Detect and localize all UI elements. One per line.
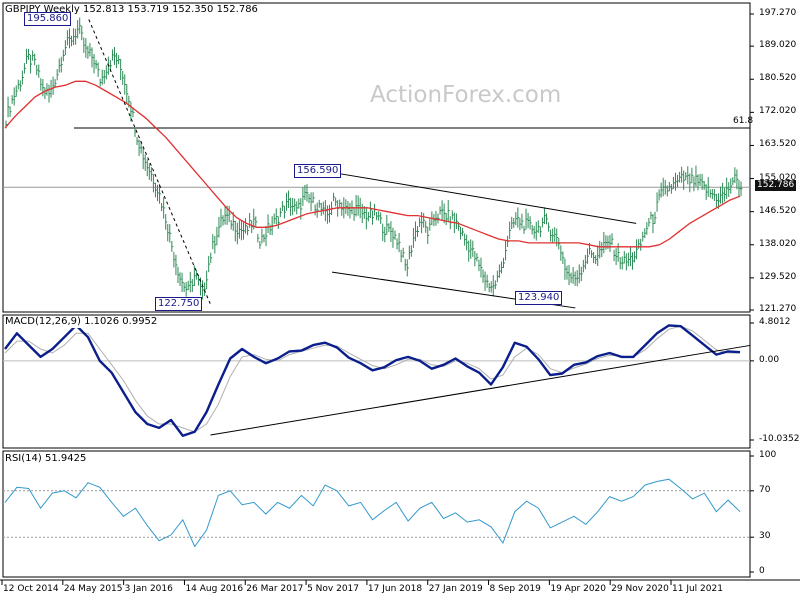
annotation-high: 195.860 <box>24 12 72 26</box>
macd-header: MACD(12,26,9) 1.1026 0.9952 <box>5 316 158 328</box>
rsi-tick-label: 30 <box>759 531 771 542</box>
price-trendline <box>88 19 211 305</box>
price-tick-label: 129.520 <box>759 271 797 282</box>
date-tick-label: 3 Jan 2016 <box>124 584 173 594</box>
watermark: ActionForex.com <box>370 82 562 108</box>
ohlc-values: 152.813 153.719 152.350 152.786 <box>82 4 258 15</box>
macd-tick-label: 0.00 <box>759 354 780 365</box>
macd-pane-frame <box>2 314 751 449</box>
price-pane-frame <box>2 2 751 313</box>
date-tick-label: 19 Apr 2020 <box>550 584 607 594</box>
rsi-pane-frame <box>2 450 751 578</box>
fib-level-label: 61.8 <box>733 116 754 126</box>
date-tick-label: 24 May 2015 <box>63 584 123 594</box>
date-tick-label: 5 Nov 2017 <box>307 584 359 594</box>
date-tick-label: 14 Aug 2016 <box>185 584 244 594</box>
price-tick-label: 121.270 <box>759 304 797 314</box>
annotation-swing-high: 156.590 <box>294 164 342 178</box>
date-tick-label: 29 Nov 2020 <box>611 584 669 594</box>
annotation-low: 122.750 <box>155 297 203 311</box>
rsi-header: RSI(14) 51.9425 <box>5 453 87 465</box>
chart-title: GBPJPY Weekly <box>5 4 80 15</box>
price-trendline <box>332 171 637 224</box>
current-price-tag: 152.786 <box>755 180 797 191</box>
date-tick-label: 12 Oct 2014 <box>3 584 59 594</box>
rsi-tick-label: 70 <box>759 484 771 495</box>
annotation-swing-low: 123.940 <box>515 291 563 305</box>
price-tick-label: 189.020 <box>759 40 797 51</box>
price-tick-label: 163.520 <box>759 139 797 150</box>
date-tick-label: 8 Sep 2019 <box>489 584 541 594</box>
price-tick-label: 197.270 <box>759 8 797 18</box>
date-tick-label: 26 Mar 2017 <box>246 584 304 594</box>
price-tick-label: 155.020 <box>759 172 797 183</box>
price-tick-label: 146.520 <box>759 205 797 216</box>
macd-tick-label: -10.0352 <box>759 434 800 444</box>
macd-line <box>4 324 741 437</box>
price-tick-label: 172.020 <box>759 106 797 117</box>
date-tick-label: 17 Jun 2018 <box>367 584 423 594</box>
macd-tick-label: 4.8012 <box>759 317 791 327</box>
moving-average-line <box>4 80 741 248</box>
price-tick-label: 180.520 <box>759 73 797 84</box>
rsi-tick-label: 100 <box>759 450 777 460</box>
date-tick-label: 27 Jan 2019 <box>428 584 483 594</box>
rsi-line <box>4 478 741 548</box>
date-tick-label: 11 Jul 2021 <box>672 584 723 594</box>
price-tick-label: 138.020 <box>759 238 797 249</box>
macd-trendline <box>210 344 751 436</box>
rsi-tick-label: 0 <box>759 566 765 576</box>
